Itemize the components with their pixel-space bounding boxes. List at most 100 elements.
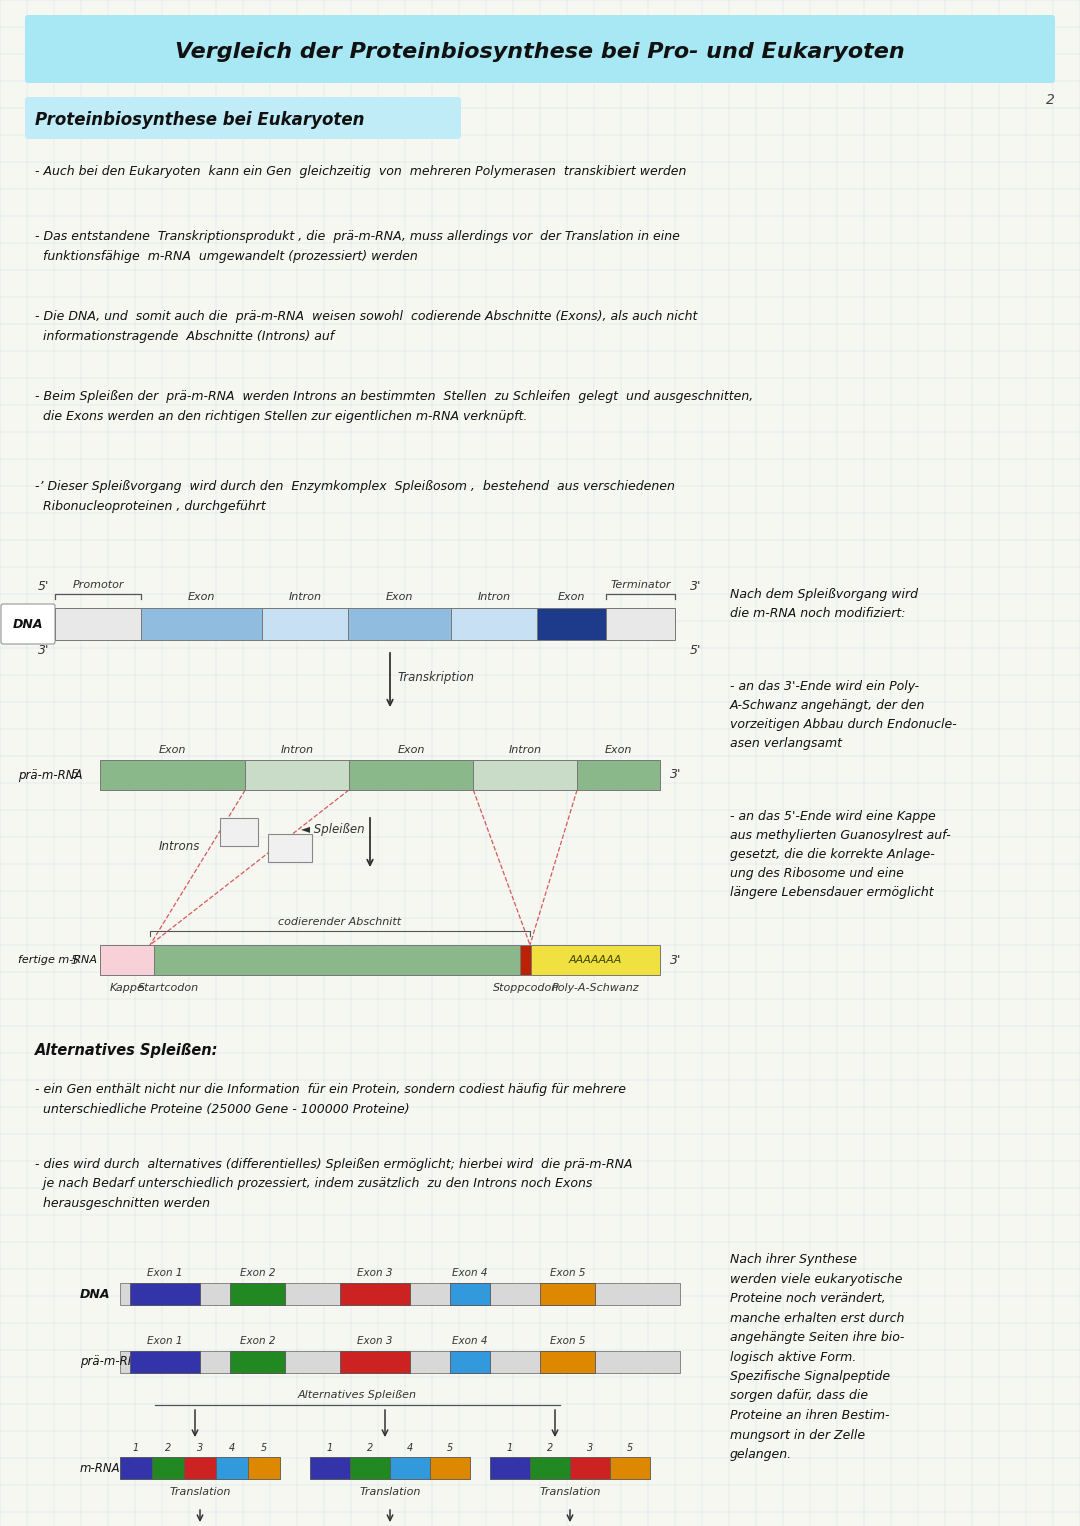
Text: 2: 2 (1045, 93, 1054, 107)
Text: -’ Dieser Spleißvorgang  wird durch den  Enzymkomplex  Spleißosom ,  bestehend  : -’ Dieser Spleißvorgang wird durch den E… (35, 481, 675, 513)
Text: Alternatives Spleißen:: Alternatives Spleißen: (35, 1042, 218, 1058)
Text: 3': 3' (670, 954, 681, 966)
Text: - dies wird durch  alternatives (differentielles) Spleißen ermöglicht; hierbei w: - dies wird durch alternatives (differen… (35, 1158, 633, 1210)
Text: Exon: Exon (397, 745, 424, 755)
Bar (248, 1457, 280, 1479)
Text: - an das 5'-Ende wird eine Kappe
aus methylierten Guanosylrest auf-
gesetzt, die: - an das 5'-Ende wird eine Kappe aus met… (730, 810, 950, 899)
Bar (490, 1457, 650, 1479)
Text: - Die DNA, und  somit auch die  prä-m-RNA  weisen sowohl  codierende Abschnitte : - Die DNA, und somit auch die prä-m-RNA … (35, 310, 698, 343)
Text: 5': 5' (70, 954, 82, 966)
Text: Exon: Exon (605, 745, 632, 755)
Text: Exon 1: Exon 1 (147, 1335, 183, 1346)
Bar (261, 607, 348, 639)
Text: Exon: Exon (386, 592, 414, 601)
Text: Poly-A-Schwanz: Poly-A-Schwanz (552, 983, 639, 993)
Text: 2: 2 (165, 1444, 171, 1453)
Bar (230, 1283, 285, 1305)
Bar (55, 607, 141, 639)
Bar (540, 1351, 595, 1373)
Text: 2: 2 (546, 1444, 553, 1453)
Text: DNA: DNA (80, 1288, 110, 1300)
Bar (430, 1457, 470, 1479)
Bar (216, 1457, 248, 1479)
Text: 5: 5 (447, 1444, 454, 1453)
Text: - Das entstandene  Transkriptionsprodukt , die  prä-m-RNA, muss allerdings vor  : - Das entstandene Transkriptionsprodukt … (35, 230, 680, 262)
Bar (348, 607, 451, 639)
Bar (349, 760, 473, 790)
Bar (390, 1457, 430, 1479)
Bar (220, 818, 258, 845)
Bar (120, 1457, 152, 1479)
Bar (577, 760, 660, 790)
FancyBboxPatch shape (1, 604, 55, 644)
Text: Exon 2: Exon 2 (240, 1268, 275, 1277)
Text: m-RNA: m-RNA (80, 1462, 121, 1474)
Text: Kappe: Kappe (109, 983, 145, 993)
Text: Proteinbiosynthese bei Eukaryoten: Proteinbiosynthese bei Eukaryoten (35, 111, 365, 130)
Bar (606, 607, 675, 639)
Text: 4: 4 (407, 1444, 414, 1453)
Text: 1: 1 (133, 1444, 139, 1453)
Text: 5': 5' (70, 769, 82, 781)
Bar (120, 1457, 280, 1479)
Text: Exon 3: Exon 3 (357, 1335, 393, 1346)
Text: Transkription: Transkription (399, 671, 475, 685)
Text: - an das 3'-Ende wird ein Poly-
A-Schwanz angehängt, der den
vorzeitigen Abbau d: - an das 3'-Ende wird ein Poly- A-Schwan… (730, 681, 957, 749)
Bar (610, 1457, 650, 1479)
Text: 5: 5 (626, 1444, 633, 1453)
Bar (450, 1283, 490, 1305)
Text: 2: 2 (367, 1444, 373, 1453)
Text: 5: 5 (261, 1444, 267, 1453)
Text: Vergleich der Proteinbiosynthese bei Pro- und Eukaryoten: Vergleich der Proteinbiosynthese bei Pro… (175, 43, 905, 63)
Text: Translation: Translation (539, 1486, 600, 1497)
Text: 3': 3' (38, 644, 50, 656)
Text: Exon: Exon (558, 592, 585, 601)
Bar (268, 835, 312, 862)
Text: Nach dem Spleißvorgang wird
die m-RNA noch modifiziert:: Nach dem Spleißvorgang wird die m-RNA no… (730, 588, 918, 620)
Bar (340, 1283, 410, 1305)
Text: 3': 3' (670, 769, 681, 781)
Text: 5': 5' (690, 644, 701, 656)
Bar (141, 607, 261, 639)
Text: Exon 5: Exon 5 (550, 1335, 585, 1346)
Text: prä-m-RNA: prä-m-RNA (18, 769, 82, 781)
Text: Translation: Translation (170, 1486, 231, 1497)
Text: - Auch bei den Eukaryoten  kann ein Gen  gleichzeitig  von  mehreren Polymerasen: - Auch bei den Eukaryoten kann ein Gen g… (35, 165, 687, 179)
Text: Exon 4: Exon 4 (453, 1335, 488, 1346)
Text: Intron: Intron (288, 592, 321, 601)
Bar (490, 1457, 530, 1479)
Text: Exon: Exon (188, 592, 215, 601)
Bar (530, 1457, 570, 1479)
Bar (130, 1283, 200, 1305)
Bar (310, 1457, 470, 1479)
Text: Exon: Exon (159, 745, 186, 755)
Bar (537, 607, 606, 639)
Bar (450, 1351, 490, 1373)
Text: Intron: Intron (477, 592, 511, 601)
Text: codierender Abschnitt: codierender Abschnitt (279, 917, 402, 926)
Text: - Beim Spleißen der  prä-m-RNA  werden Introns an bestimmten  Stellen  zu Schlei: - Beim Spleißen der prä-m-RNA werden Int… (35, 391, 753, 423)
Text: DNA: DNA (13, 618, 43, 630)
Text: Intron: Intron (281, 745, 313, 755)
Bar (100, 760, 245, 790)
Text: 3: 3 (197, 1444, 203, 1453)
Text: AAAAAAA: AAAAAAA (569, 955, 622, 964)
Text: 1: 1 (327, 1444, 333, 1453)
Bar (230, 1351, 285, 1373)
Text: Exon 2: Exon 2 (240, 1335, 275, 1346)
Bar (570, 1457, 610, 1479)
Text: Exon 3: Exon 3 (357, 1268, 393, 1277)
Text: Exon 5: Exon 5 (550, 1268, 585, 1277)
Bar (473, 760, 577, 790)
Text: Exon 4: Exon 4 (453, 1268, 488, 1277)
Bar (310, 1457, 350, 1479)
Text: Stoppcodon: Stoppcodon (492, 983, 558, 993)
Text: - ein Gen enthält nicht nur die Information  für ein Protein, sondern codiest hä: - ein Gen enthält nicht nur die Informat… (35, 1083, 626, 1116)
Bar (100, 945, 153, 975)
FancyBboxPatch shape (25, 98, 461, 139)
Bar (120, 1283, 680, 1305)
Bar (184, 1457, 216, 1479)
Text: Alternatives Spleißen: Alternatives Spleißen (298, 1390, 417, 1399)
Text: Exon 1: Exon 1 (147, 1268, 183, 1277)
Bar (519, 945, 530, 975)
